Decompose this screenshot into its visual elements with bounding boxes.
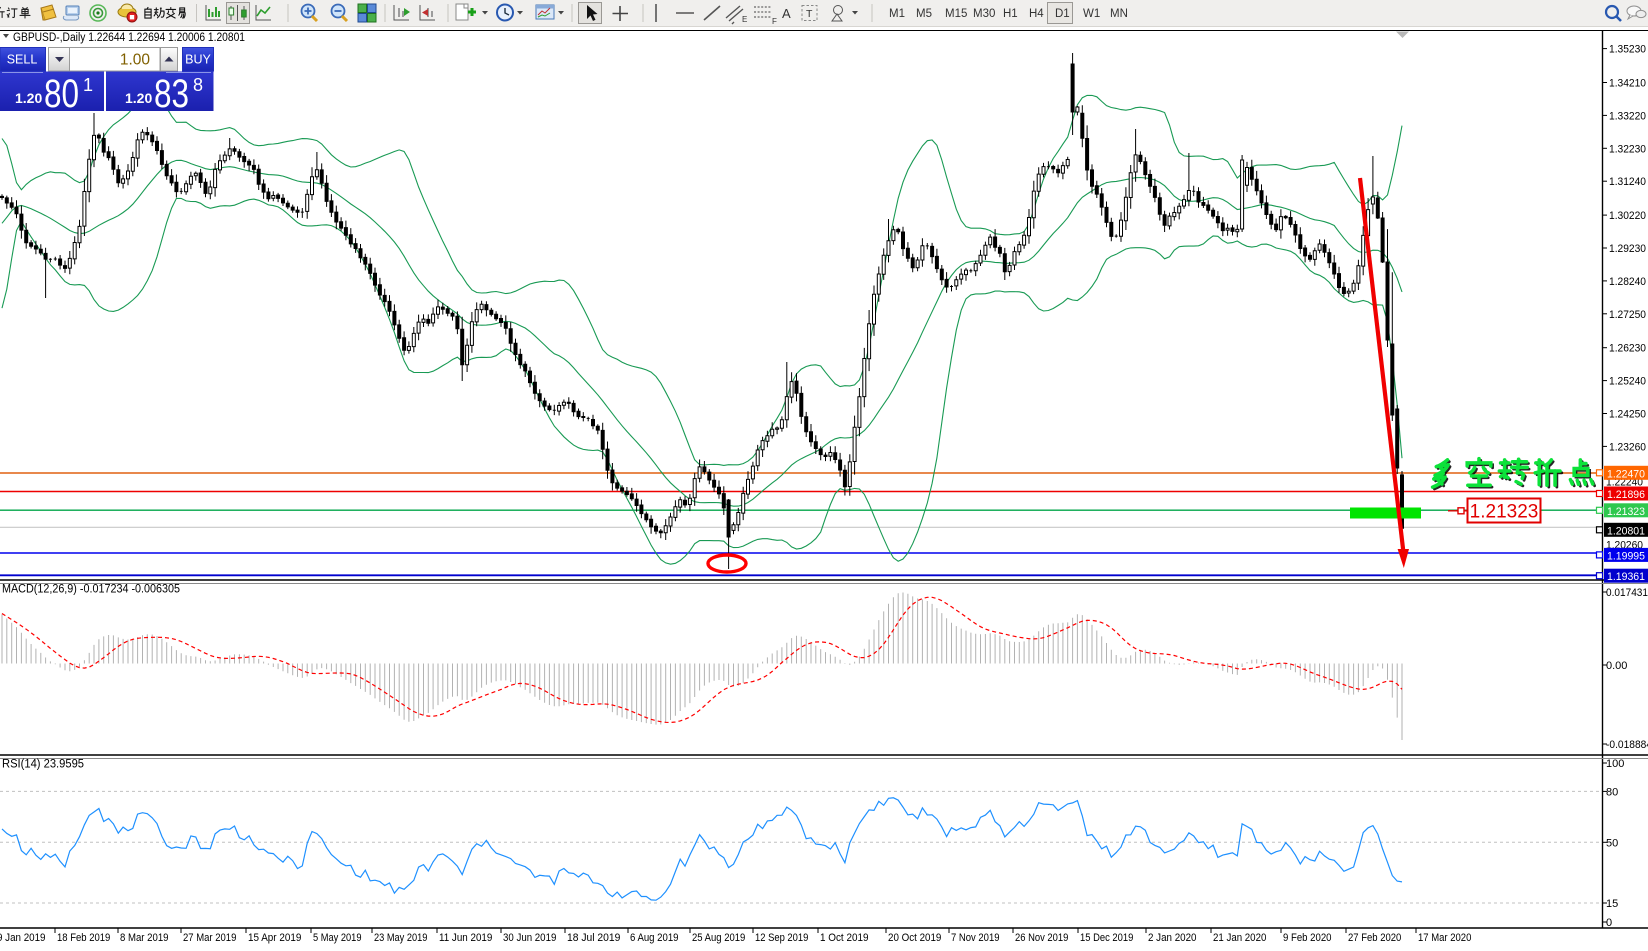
svg-text:BUY: BUY (185, 53, 211, 67)
svg-text:21 Jan 2020: 21 Jan 2020 (1213, 932, 1266, 944)
svg-text:8 Mar 2019: 8 Mar 2019 (120, 932, 169, 944)
svg-text:1.20: 1.20 (125, 90, 152, 106)
svg-text:1.32230: 1.32230 (1609, 143, 1646, 155)
svg-text:1.25240: 1.25240 (1609, 376, 1646, 388)
svg-text:A: A (782, 6, 791, 21)
svg-text:1.35230: 1.35230 (1609, 44, 1646, 56)
svg-text:9 Jan 2019: 9 Jan 2019 (0, 932, 46, 944)
svg-text:M30: M30 (973, 8, 995, 20)
svg-text:12 Sep 2019: 12 Sep 2019 (755, 932, 808, 944)
svg-text:27 Mar 2019: 27 Mar 2019 (183, 932, 236, 944)
svg-text:E: E (742, 15, 747, 24)
svg-text:M15: M15 (945, 8, 967, 20)
svg-text:27 Feb 2020: 27 Feb 2020 (1348, 932, 1401, 944)
svg-text:W1: W1 (1083, 8, 1100, 20)
svg-text:15 Apr 2019: 15 Apr 2019 (248, 932, 301, 944)
svg-text:1.22470: 1.22470 (1607, 468, 1645, 480)
svg-text:1.23260: 1.23260 (1609, 441, 1646, 453)
svg-text:H4: H4 (1029, 8, 1044, 20)
svg-text:T: T (806, 8, 813, 20)
svg-text:1.21896: 1.21896 (1607, 489, 1645, 501)
svg-text:30 Jun 2019: 30 Jun 2019 (503, 932, 556, 944)
svg-text:1.33220: 1.33220 (1609, 110, 1646, 122)
svg-text:-0.018884: -0.018884 (1606, 739, 1648, 751)
svg-text:M1: M1 (889, 8, 905, 20)
svg-text:80: 80 (44, 72, 79, 116)
svg-text:GBPUSD-,Daily 1.22644 1.22694: GBPUSD-,Daily 1.22644 1.22694 1.20006 1.… (13, 32, 245, 44)
svg-text:1.19361: 1.19361 (1607, 571, 1645, 583)
svg-text:1.30220: 1.30220 (1609, 210, 1646, 222)
svg-text:5 May 2019: 5 May 2019 (313, 932, 362, 944)
svg-text:0.017431: 0.017431 (1606, 587, 1648, 599)
svg-text:7 Nov 2019: 7 Nov 2019 (951, 932, 1000, 944)
svg-text:1.19995: 1.19995 (1607, 550, 1645, 562)
svg-text:100: 100 (1606, 758, 1624, 770)
svg-text:1.21323: 1.21323 (1470, 502, 1539, 523)
svg-text:MN: MN (1110, 8, 1128, 20)
svg-text:1.20801: 1.20801 (1607, 525, 1645, 537)
svg-text:15 Dec 2019: 15 Dec 2019 (1080, 932, 1133, 944)
svg-text:SELL: SELL (7, 53, 38, 67)
svg-text:1.31240: 1.31240 (1609, 176, 1646, 188)
svg-text:83: 83 (154, 72, 189, 116)
svg-text:9 Feb 2020: 9 Feb 2020 (1283, 932, 1332, 944)
svg-text:D1: D1 (1055, 8, 1070, 20)
svg-text:1.20: 1.20 (15, 90, 42, 106)
svg-text:6 Aug 2019: 6 Aug 2019 (630, 932, 679, 944)
svg-text:M5: M5 (916, 8, 932, 20)
svg-text:1.28240: 1.28240 (1609, 276, 1646, 288)
svg-text:8: 8 (193, 75, 203, 95)
svg-text:1.29230: 1.29230 (1609, 243, 1646, 255)
svg-text:1 Oct 2019: 1 Oct 2019 (820, 932, 869, 944)
svg-text:1.26230: 1.26230 (1609, 343, 1646, 355)
svg-text:25 Aug 2019: 25 Aug 2019 (692, 932, 745, 944)
svg-text:1.21323: 1.21323 (1607, 506, 1645, 518)
svg-text:20 Oct 2019: 20 Oct 2019 (888, 932, 941, 944)
svg-text:1.24250: 1.24250 (1609, 409, 1646, 421)
svg-text:RSI(14) 23.9595: RSI(14) 23.9595 (2, 759, 84, 771)
svg-text:17 Mar 2020: 17 Mar 2020 (1418, 932, 1471, 944)
svg-text:MACD(12,26,9) -0.017234 -0.006: MACD(12,26,9) -0.017234 -0.006305 (2, 584, 180, 596)
svg-text:0.00: 0.00 (1606, 660, 1627, 672)
svg-text:1.27250: 1.27250 (1609, 309, 1646, 321)
svg-text:0: 0 (1606, 917, 1612, 929)
svg-text:15: 15 (1606, 898, 1618, 910)
svg-text:1: 1 (83, 75, 93, 95)
svg-text:26 Nov 2019: 26 Nov 2019 (1015, 932, 1068, 944)
svg-text:18 Jul 2019: 18 Jul 2019 (567, 932, 620, 944)
svg-text:11 Jun 2019: 11 Jun 2019 (439, 932, 492, 944)
svg-text:23 May 2019: 23 May 2019 (374, 932, 427, 944)
svg-text:1.00: 1.00 (120, 52, 151, 69)
svg-text:18 Feb 2019: 18 Feb 2019 (57, 932, 110, 944)
svg-text:80: 80 (1606, 786, 1618, 798)
svg-text:1.34210: 1.34210 (1609, 78, 1646, 90)
svg-text:H1: H1 (1003, 8, 1018, 20)
svg-text:F: F (772, 17, 777, 26)
svg-text:50: 50 (1606, 837, 1618, 849)
svg-text:2 Jan 2020: 2 Jan 2020 (1148, 932, 1197, 944)
